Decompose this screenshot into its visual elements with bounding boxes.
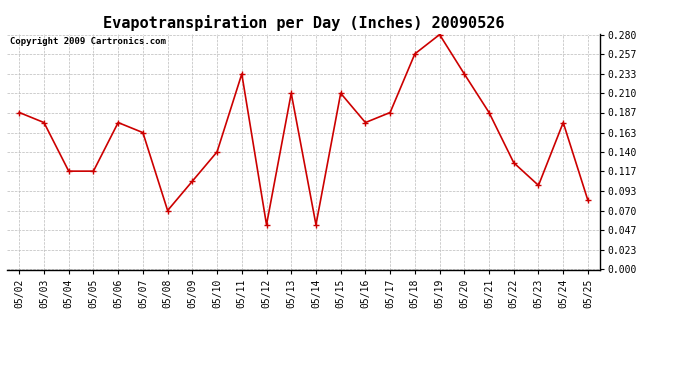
Title: Evapotranspiration per Day (Inches) 20090526: Evapotranspiration per Day (Inches) 2009… (103, 15, 504, 31)
Text: Copyright 2009 Cartronics.com: Copyright 2009 Cartronics.com (10, 37, 166, 46)
